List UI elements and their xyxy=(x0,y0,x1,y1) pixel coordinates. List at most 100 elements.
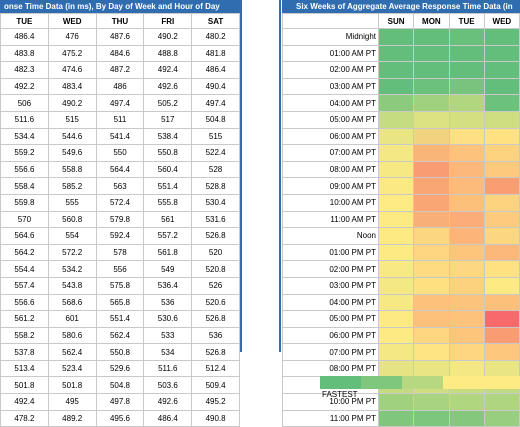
table-cell: 483.8 xyxy=(0,44,49,63)
heatmap-cell xyxy=(483,343,520,361)
heatmap-cell xyxy=(448,144,485,162)
heatmap-cell xyxy=(377,409,415,427)
table-row: 556.6 568.6 565.8 536 520.6 xyxy=(0,293,240,312)
heatmap-cell xyxy=(448,127,485,146)
heatmap-cell xyxy=(377,127,415,146)
table-row: 570 560.8 579.8 561 531.6 xyxy=(0,210,240,229)
table-cell: 526 xyxy=(191,276,240,295)
hour-label: 05:00 AM PT xyxy=(282,110,379,129)
table-cell: 561.2 xyxy=(0,310,49,328)
table-cell: 484.6 xyxy=(95,44,145,63)
table-cell: 497.8 xyxy=(95,393,145,411)
hour-label: 10:00 AM PT xyxy=(282,193,379,212)
heatmap-cell xyxy=(483,44,520,63)
table-cell: 504.8 xyxy=(191,110,240,129)
table-cell: 483.4 xyxy=(47,77,97,96)
table-cell: 503.6 xyxy=(143,376,193,395)
hour-label: 06:00 PM PT xyxy=(282,326,379,345)
table-cell: 549 xyxy=(143,260,193,278)
heatmap-cell xyxy=(377,210,415,229)
heatmap-cell xyxy=(483,393,520,411)
column-header xyxy=(282,13,379,29)
hour-label: 01:00 PM PT xyxy=(282,243,379,262)
table-cell: 558.8 xyxy=(47,160,97,179)
table-cell: 564.2 xyxy=(0,243,49,262)
heatmap-cell xyxy=(377,144,415,162)
table-cell: 501.8 xyxy=(0,376,49,395)
table-cell: 530.6 xyxy=(143,310,193,328)
heatmap-cell xyxy=(448,310,485,328)
heatmap-cell xyxy=(377,227,415,245)
heatmap-cell xyxy=(483,77,520,96)
heatmap-cell xyxy=(483,260,520,278)
table-cell: 511.6 xyxy=(143,359,193,378)
heatmap-row: 10:00 PM PT xyxy=(282,393,520,411)
heatmap-cell xyxy=(377,359,415,378)
table-cell: 559.2 xyxy=(0,144,49,162)
table-cell: 562.4 xyxy=(95,326,145,345)
hour-label: 06:00 AM PT xyxy=(282,127,379,146)
table-cell: 562.4 xyxy=(47,343,97,361)
heatmap-cell xyxy=(483,177,520,195)
heatmap-row: 05:00 PM PT xyxy=(282,310,520,328)
legend-swatch xyxy=(402,376,443,389)
heatmap-cell xyxy=(448,110,485,129)
heatmap-cell xyxy=(483,227,520,245)
table-row: 501.8 501.8 504.8 503.6 509.4 xyxy=(0,376,240,395)
heatmap-row: 05:00 AM PT xyxy=(282,110,520,129)
legend-fastest-label: FASTEST xyxy=(322,390,358,399)
table-row: 556.6 558.8 564.4 560.4 528 xyxy=(0,160,240,179)
table-cell: 556.6 xyxy=(0,293,49,312)
hour-label: 11:00 PM PT xyxy=(282,409,379,427)
table-row: 511.6 515 511 517 504.8 xyxy=(0,110,240,129)
heatmap-cell xyxy=(413,343,450,361)
table-cell: 517 xyxy=(143,110,193,129)
heatmap-row: 11:00 PM PT xyxy=(282,409,520,427)
table-row: 513.4 523.4 529.6 511.6 512.4 xyxy=(0,359,240,378)
hour-label: 01:00 AM PT xyxy=(282,44,379,63)
table-cell: 492.4 xyxy=(143,61,193,79)
table-cell: 490.4 xyxy=(191,77,240,96)
heatmap-cell xyxy=(483,210,520,229)
heatmap-cell xyxy=(377,260,415,278)
heatmap-cell xyxy=(413,77,450,96)
heatmap-cell xyxy=(448,193,485,212)
heatmap-cell xyxy=(377,243,415,262)
table-cell: 585.2 xyxy=(47,177,97,195)
heatmap-cell xyxy=(413,359,450,378)
table-cell: 555 xyxy=(47,193,97,212)
table-cell: 526.8 xyxy=(191,343,240,361)
table-cell: 558.4 xyxy=(0,177,49,195)
heatmap-cell xyxy=(448,359,485,378)
table-row: 559.2 549.6 550 550.8 522.4 xyxy=(0,144,240,162)
table-cell: 528.8 xyxy=(191,177,240,195)
table-cell: 515 xyxy=(47,110,97,129)
heatmap-cell xyxy=(413,193,450,212)
right-table-title: Six Weeks of Aggregate Average Response … xyxy=(282,0,520,13)
table-cell: 486.4 xyxy=(0,28,49,46)
table-row: 492.4 495 497.8 492.6 495.2 xyxy=(0,393,240,411)
table-row: 564.6 554 592.4 557.2 526.8 xyxy=(0,227,240,245)
table-cell: 497.4 xyxy=(95,94,145,112)
table-cell: 492.6 xyxy=(143,77,193,96)
heatmap-cell xyxy=(448,77,485,96)
heatmap-cell xyxy=(448,210,485,229)
heatmap-cell xyxy=(377,310,415,328)
heatmap-cell xyxy=(483,61,520,79)
legend-swatch xyxy=(320,376,361,389)
heatmap-row: 06:00 AM PT xyxy=(282,127,520,146)
hour-label: 09:00 AM PT xyxy=(282,177,379,195)
heatmap-cell xyxy=(448,61,485,79)
table-row: 534.4 544.6 541.4 538.4 515 xyxy=(0,127,240,146)
heatmap-cell xyxy=(483,310,520,328)
table-cell: 509.4 xyxy=(191,376,240,395)
table-row: 478.2 489.2 495.6 486.4 490.8 xyxy=(0,409,240,427)
heatmap-cell xyxy=(448,260,485,278)
table-cell: 564.4 xyxy=(95,160,145,179)
hour-label: 04:00 AM PT xyxy=(282,94,379,112)
table-cell: 549.6 xyxy=(47,144,97,162)
legend-swatch xyxy=(443,376,520,389)
table-cell: 495 xyxy=(47,393,97,411)
table-cell: 506 xyxy=(0,94,49,112)
right-table-border xyxy=(279,0,281,352)
